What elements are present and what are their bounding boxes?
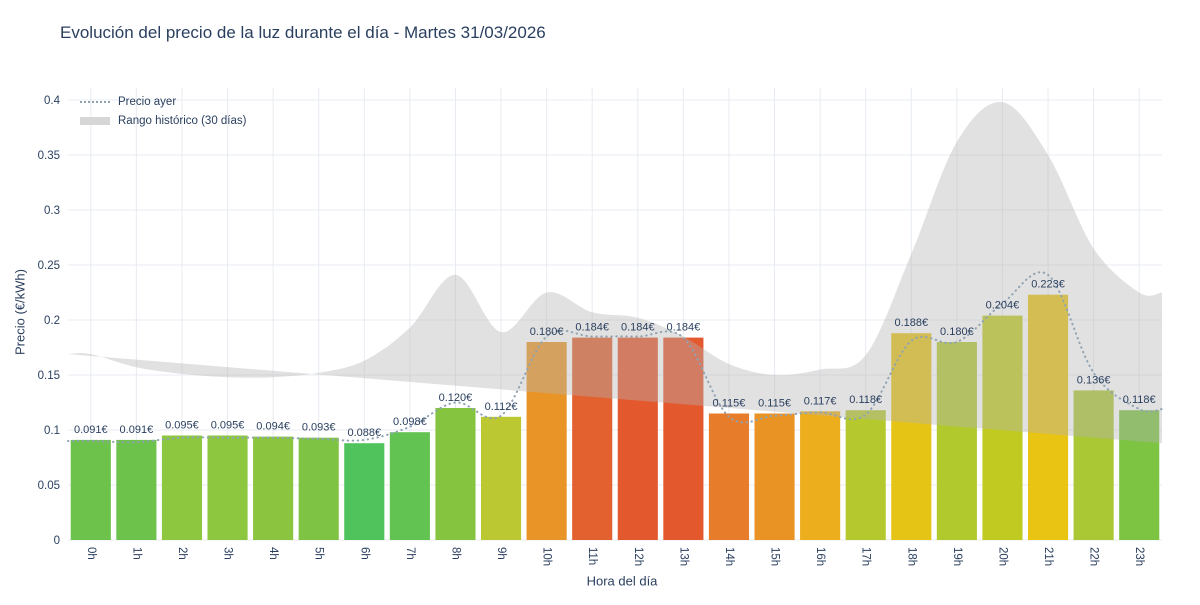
price-bar-6h[interactable] bbox=[344, 443, 385, 540]
y-tick-label: 0.25 bbox=[38, 260, 60, 272]
price-bar-23h[interactable] bbox=[1119, 410, 1160, 540]
bar-value-label: 0.112€ bbox=[485, 401, 518, 413]
bar-value-label: 0.095€ bbox=[211, 420, 245, 432]
x-tick-label: 2h bbox=[176, 547, 188, 560]
yesterday-price-line bbox=[67, 271, 1163, 444]
x-tick-label: 1h bbox=[130, 547, 142, 560]
dotted-line-swatch-icon bbox=[80, 100, 110, 103]
bar-value-label: 0.223€ bbox=[1031, 279, 1065, 291]
price-bar-5h[interactable] bbox=[298, 437, 339, 540]
x-tick-label: 6h bbox=[358, 547, 370, 560]
legend-label-rango-historico: Rango histórico (30 días) bbox=[118, 114, 247, 127]
bar-value-label: 0.115€ bbox=[713, 398, 746, 410]
y-tick-label: 0.05 bbox=[38, 480, 60, 492]
x-tick-label: 16h bbox=[814, 547, 826, 566]
bar-value-label: 0.088€ bbox=[347, 427, 381, 439]
x-tick-label: 12h bbox=[632, 547, 644, 566]
historical-band-area bbox=[68, 102, 1162, 444]
bar-value-label: 0.188€ bbox=[894, 317, 928, 329]
bar-value-label: 0.093€ bbox=[302, 422, 336, 434]
x-tick-label: 14h bbox=[723, 547, 735, 566]
x-tick-label: 15h bbox=[769, 547, 781, 566]
y-tick-label: 0 bbox=[54, 535, 60, 547]
x-tick-label: 0h bbox=[85, 547, 97, 560]
legend: Precio ayer Rango histórico (30 días) bbox=[80, 92, 246, 130]
x-tick-label: 11h bbox=[586, 547, 598, 565]
price-bar-18h[interactable] bbox=[891, 333, 932, 540]
x-tick-label: 9h bbox=[495, 547, 507, 560]
x-tick-label: 21h bbox=[1042, 547, 1054, 566]
band-swatch-icon bbox=[80, 116, 110, 125]
bar-value-label: 0.120€ bbox=[439, 392, 473, 404]
bar-value-label: 0.184€ bbox=[575, 322, 609, 334]
y-tick-label: 0.1 bbox=[44, 425, 60, 437]
price-bar-2h[interactable] bbox=[161, 435, 203, 541]
x-tick-label: 17h bbox=[860, 547, 872, 566]
x-axis-title: Hora del día bbox=[586, 573, 658, 589]
price-bar-15h[interactable] bbox=[754, 413, 795, 541]
y-tick-label: 0.2 bbox=[44, 315, 60, 327]
bar-value-label: 0.136€ bbox=[1077, 374, 1111, 386]
x-tick-label: 7h bbox=[404, 547, 416, 560]
price-bar-0h[interactable] bbox=[70, 439, 111, 540]
legend-label-precio-ayer: Precio ayer bbox=[118, 95, 177, 108]
y-axis-title: Precio (€/kWh) bbox=[12, 269, 28, 355]
bar-value-label: 0.091€ bbox=[120, 424, 154, 436]
bar-value-label: 0.091€ bbox=[74, 424, 108, 436]
price-bar-9h[interactable] bbox=[480, 416, 522, 540]
y-tick-label: 0.4 bbox=[44, 95, 61, 107]
price-bar-11h[interactable] bbox=[572, 337, 613, 540]
x-tick-label: 19h bbox=[951, 547, 963, 566]
x-tick-label: 18h bbox=[905, 547, 917, 566]
price-bar-21h[interactable] bbox=[1027, 294, 1069, 540]
price-bar-19h[interactable] bbox=[936, 342, 977, 540]
bar-value-label: 0.095€ bbox=[165, 420, 199, 432]
x-tick-label: 20h bbox=[996, 547, 1008, 566]
bar-value-label: 0.184€ bbox=[667, 322, 701, 334]
x-tick-label: 13h bbox=[677, 547, 689, 566]
y-tick-label: 0.3 bbox=[44, 205, 60, 217]
bar-value-label: 0.115€ bbox=[758, 398, 791, 410]
x-tick-label: 10h bbox=[541, 547, 553, 566]
price-bar-17h[interactable] bbox=[845, 410, 886, 540]
price-bar-16h[interactable] bbox=[800, 411, 841, 540]
price-bar-14h[interactable] bbox=[708, 413, 750, 541]
x-tick-label: 8h bbox=[449, 547, 461, 560]
x-tick-label: 5h bbox=[313, 547, 325, 560]
bar-value-label: 0.184€ bbox=[621, 322, 655, 334]
x-tick-label: 4h bbox=[267, 547, 279, 560]
price-bar-4h[interactable] bbox=[253, 436, 294, 540]
price-bar-8h[interactable] bbox=[435, 408, 476, 540]
price-bar-22h[interactable] bbox=[1073, 390, 1114, 540]
price-bar-12h[interactable] bbox=[617, 337, 658, 540]
chart-title: Evolución del precio de la luz durante e… bbox=[60, 23, 546, 42]
legend-item-precio-ayer[interactable]: Precio ayer bbox=[80, 92, 246, 111]
bar-value-label: 0.180€ bbox=[530, 326, 564, 338]
bar-value-label: 0.118€ bbox=[849, 394, 882, 406]
price-bar-13h[interactable] bbox=[663, 337, 704, 540]
price-bar-10h[interactable] bbox=[526, 342, 567, 540]
price-bar-1h[interactable] bbox=[116, 439, 157, 540]
x-tick-label: 23h bbox=[1133, 547, 1145, 566]
price-bar-3h[interactable] bbox=[207, 435, 248, 541]
bar-value-label: 0.094€ bbox=[256, 421, 290, 433]
x-tick-label: 3h bbox=[222, 547, 234, 560]
y-tick-label: 0.15 bbox=[38, 370, 60, 382]
x-tick-label: 22h bbox=[1088, 547, 1100, 566]
bar-value-label: 0.117€ bbox=[804, 395, 837, 407]
legend-item-rango-historico[interactable]: Rango histórico (30 días) bbox=[80, 111, 246, 130]
price-bar-7h[interactable] bbox=[389, 432, 430, 540]
bar-value-label: 0.118€ bbox=[1123, 394, 1156, 406]
y-tick-label: 0.35 bbox=[38, 150, 60, 162]
price-bar-20h[interactable] bbox=[982, 315, 1023, 540]
bar-value-label: 0.180€ bbox=[940, 326, 974, 338]
bar-value-label: 0.204€ bbox=[986, 300, 1020, 312]
bar-value-label: 0.098€ bbox=[393, 416, 427, 428]
